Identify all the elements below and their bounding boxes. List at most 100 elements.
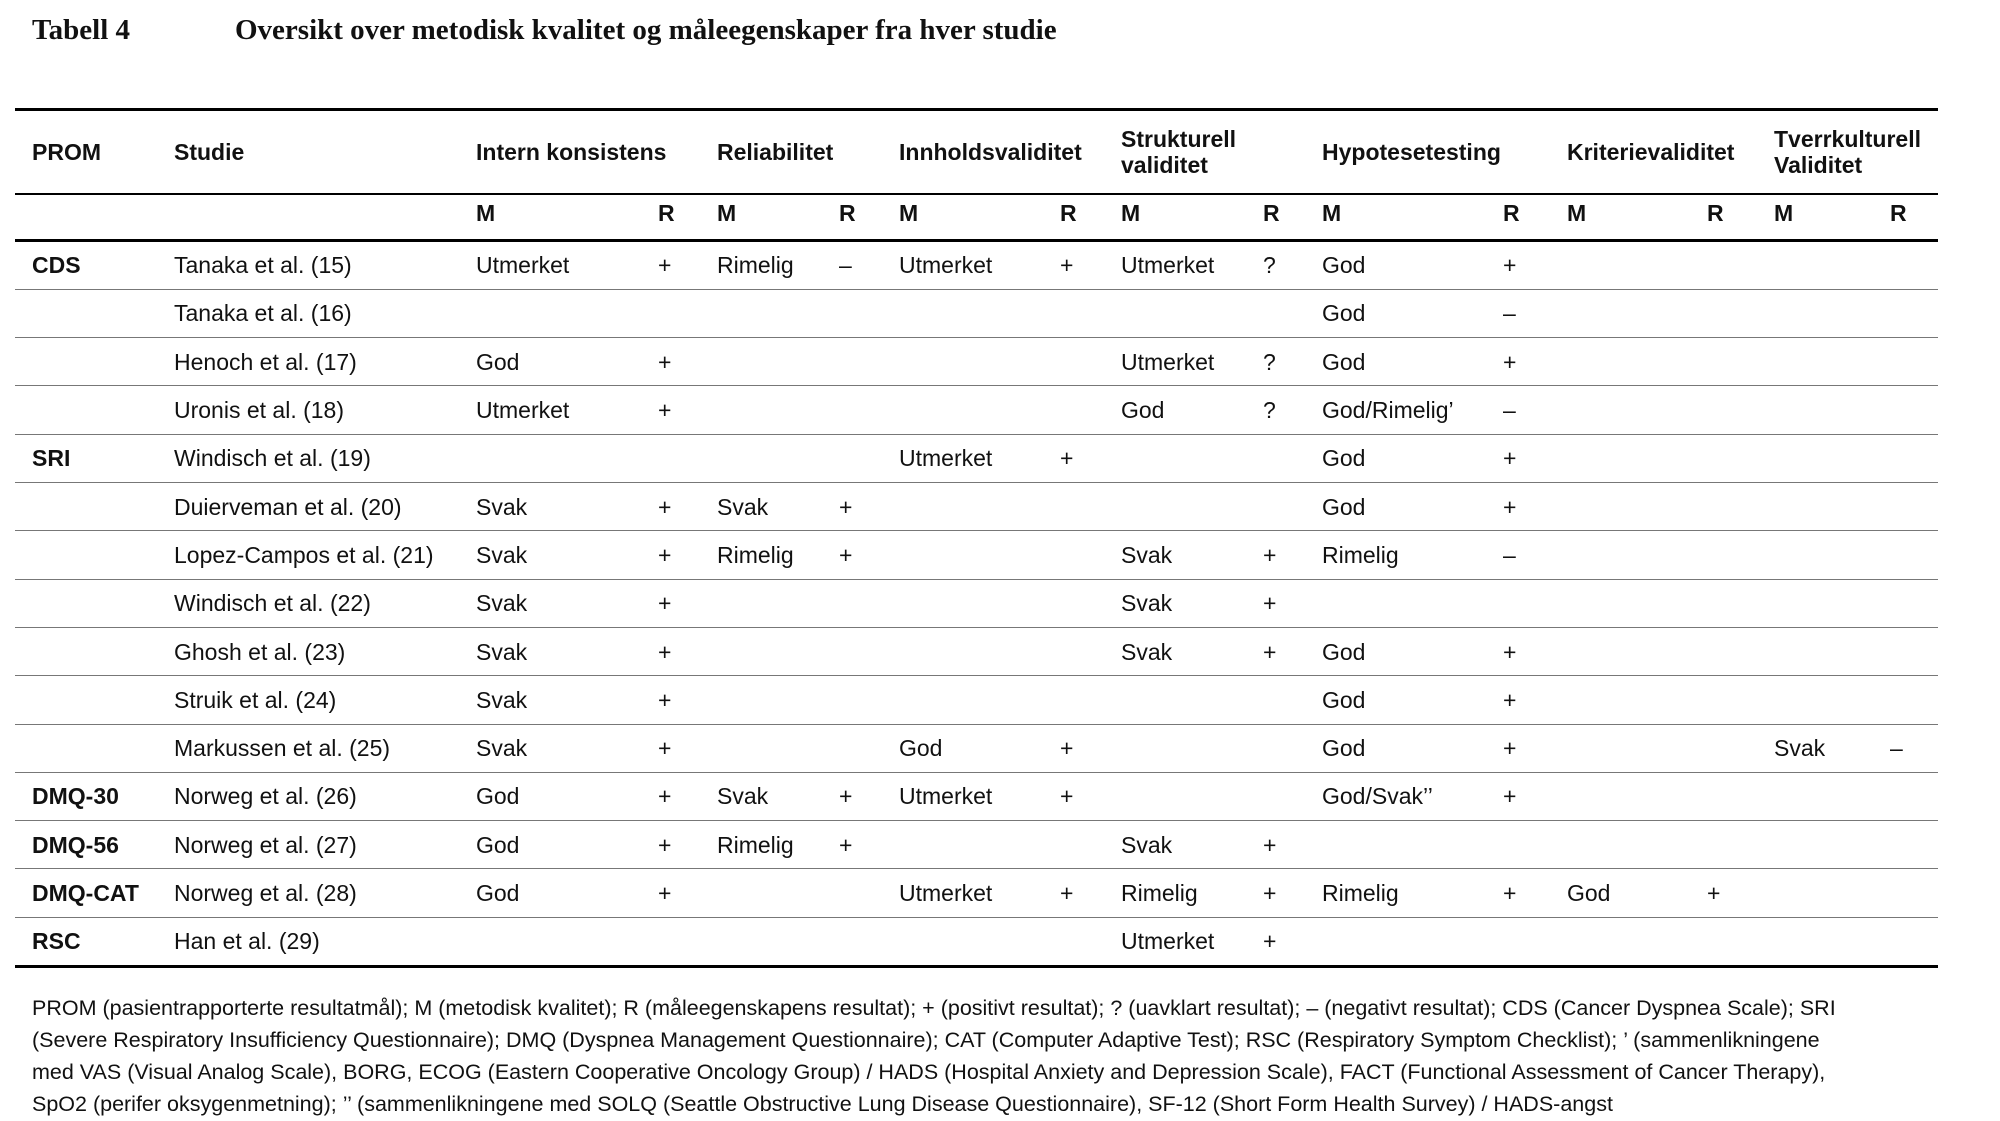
column-header: Kriterievaliditet <box>1567 139 1735 165</box>
footnote-line: med VAS (Visual Analog Scale), BORG, ECO… <box>32 1060 1826 1084</box>
cell: Utmerket <box>476 397 570 424</box>
cell: + <box>658 493 672 520</box>
subheader: M <box>1121 200 1141 226</box>
cell: Henoch et al. (17) <box>174 348 357 375</box>
cell: God <box>1322 638 1366 665</box>
cell: + <box>1060 445 1074 472</box>
footnote-line: PROM (pasientrapporterte resultatmål); M… <box>32 996 1836 1020</box>
subheader: M <box>1774 200 1794 226</box>
cell: God <box>476 783 520 810</box>
cell: God <box>1322 300 1366 327</box>
cell: God/Rimelig’ <box>1322 397 1454 424</box>
table-title: Oversikt over metodisk kvalitet og målee… <box>235 14 1057 46</box>
cell: Norweg et al. (27) <box>174 831 357 858</box>
cell: Svak <box>717 783 769 810</box>
cell: God <box>1322 493 1366 520</box>
row-rule <box>15 626 1938 628</box>
cell: God <box>1567 880 1611 907</box>
cell: God/Svak’’ <box>1322 783 1433 810</box>
cell: + <box>839 541 853 568</box>
subheader: R <box>1707 200 1724 226</box>
row-rule <box>15 530 1938 532</box>
subheader: R <box>839 200 856 226</box>
row-rule <box>15 337 1938 339</box>
cell: God <box>899 735 943 762</box>
cell: Rimelig <box>1322 541 1399 568</box>
cell: God <box>1121 397 1165 424</box>
cell: + <box>1707 880 1721 907</box>
cell: + <box>1503 252 1517 279</box>
cell: + <box>1263 590 1277 617</box>
cell: Utmerket <box>899 783 993 810</box>
subheader: M <box>1567 200 1587 226</box>
column-header: Tverrkulturell Validitet <box>1774 126 1921 178</box>
cell: + <box>1060 783 1074 810</box>
cell: Svak <box>717 493 769 520</box>
cell: + <box>1503 783 1517 810</box>
cell: + <box>1503 493 1517 520</box>
cell: God <box>1322 735 1366 762</box>
cell: + <box>658 686 672 713</box>
cell: – <box>1503 300 1516 327</box>
cell: Struik et al. (24) <box>174 686 337 713</box>
subheader: M <box>717 200 737 226</box>
prom-cell: CDS <box>32 252 81 279</box>
cell: + <box>658 252 672 279</box>
cell: Windisch et al. (19) <box>174 445 371 472</box>
cell: Svak <box>476 541 528 568</box>
cell: Han et al. (29) <box>174 928 320 955</box>
cell: God <box>1322 445 1366 472</box>
cell: God <box>476 348 520 375</box>
cell: + <box>1060 735 1074 762</box>
cell: Utmerket <box>899 880 993 907</box>
cell: + <box>658 348 672 375</box>
subheader: R <box>1060 200 1077 226</box>
cell: + <box>658 541 672 568</box>
cell: + <box>1503 686 1517 713</box>
cell: ? <box>1263 397 1276 424</box>
subheader: R <box>1890 200 1907 226</box>
cell: Svak <box>476 735 528 762</box>
cell: Svak <box>476 686 528 713</box>
cell: ? <box>1263 252 1276 279</box>
cell: + <box>658 783 672 810</box>
cell: Svak <box>1121 638 1173 665</box>
cell: Norweg et al. (28) <box>174 880 357 907</box>
row-rule <box>15 675 1938 677</box>
column-header: Strukturell validitet <box>1121 126 1237 178</box>
cell: Utmerket <box>899 445 993 472</box>
cell: God <box>476 831 520 858</box>
prom-cell: DMQ-CAT <box>32 880 139 907</box>
cell: Rimelig <box>1121 880 1198 907</box>
column-header: Intern konsistens <box>476 139 667 165</box>
cell: ? <box>1263 348 1276 375</box>
row-rule <box>15 288 1938 290</box>
cell: Utmerket <box>476 252 570 279</box>
cell: Rimelig <box>1322 880 1399 907</box>
cell: + <box>1263 928 1277 955</box>
subheader: R <box>658 200 675 226</box>
column-header: PROM <box>32 139 101 165</box>
cell: + <box>1503 735 1517 762</box>
cell: + <box>1503 348 1517 375</box>
cell: Svak <box>1121 831 1173 858</box>
cell: + <box>839 783 853 810</box>
cell: Lopez-Campos et al. (21) <box>174 541 434 568</box>
cell: + <box>658 735 672 762</box>
cell: + <box>1263 638 1277 665</box>
cell: Markussen et al. (25) <box>174 735 391 762</box>
row-rule <box>15 723 1938 725</box>
cell: + <box>658 397 672 424</box>
prom-cell: RSC <box>32 928 81 955</box>
column-header: Reliabilitet <box>717 139 834 165</box>
cell: + <box>658 590 672 617</box>
cell: + <box>658 638 672 665</box>
cell: + <box>1263 880 1277 907</box>
rule <box>15 193 1938 195</box>
cell: Windisch et al. (22) <box>174 590 371 617</box>
cell: Svak <box>1121 590 1173 617</box>
column-header: Innholdsvaliditet <box>899 139 1082 165</box>
column-header: Hypotesetesting <box>1322 139 1501 165</box>
cell: Norweg et al. (26) <box>174 783 357 810</box>
